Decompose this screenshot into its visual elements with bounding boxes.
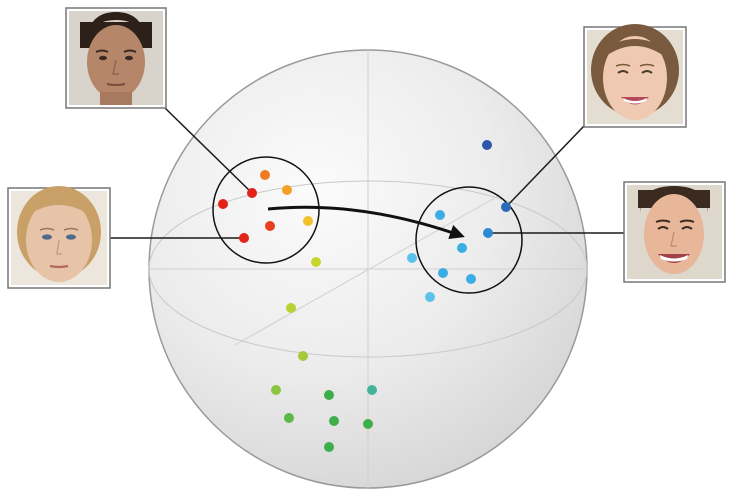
point-green-4 [329, 416, 339, 426]
point-dark-blue-1 [482, 140, 492, 150]
point-green-6 [324, 442, 334, 452]
point-sky-blue-2 [457, 243, 467, 253]
point-yellow-1 [303, 216, 313, 226]
point-red-1 [218, 199, 228, 209]
point-red-2 [247, 188, 257, 198]
point-sky-blue-4 [466, 274, 476, 284]
face-photo-happy-female [583, 24, 687, 128]
point-green-1 [271, 385, 281, 395]
transition-arrow [267, 205, 465, 240]
point-blue-1 [483, 228, 493, 238]
point-blue-2 [501, 202, 511, 212]
point-green-3 [284, 413, 294, 423]
point-green-5 [363, 419, 373, 429]
point-teal-1 [367, 385, 377, 395]
point-yellow-green-1 [311, 257, 321, 267]
face-photo-happy-male [623, 181, 726, 283]
point-orange-1 [260, 170, 270, 180]
connector-line-neutral-male [164, 107, 253, 194]
point-green-2 [324, 390, 334, 400]
neutral-cluster-circle [212, 156, 320, 264]
happy-cluster-circle [415, 186, 523, 294]
point-yellow-green-2 [286, 303, 296, 313]
sphere-diagonal-axis [234, 194, 501, 346]
face-photo-neutral-male [65, 7, 167, 109]
point-amber-1 [282, 185, 292, 195]
point-red-3 [239, 233, 249, 243]
point-yellow-green-3 [298, 351, 308, 361]
face-photo-neutral-female [7, 186, 111, 289]
point-light-blue-2 [425, 292, 435, 302]
point-sky-blue-3 [438, 268, 448, 278]
point-orange-2 [265, 221, 275, 231]
connector-line-happy-female [505, 125, 585, 208]
point-sky-blue-1 [435, 210, 445, 220]
point-light-blue-1 [407, 253, 417, 263]
